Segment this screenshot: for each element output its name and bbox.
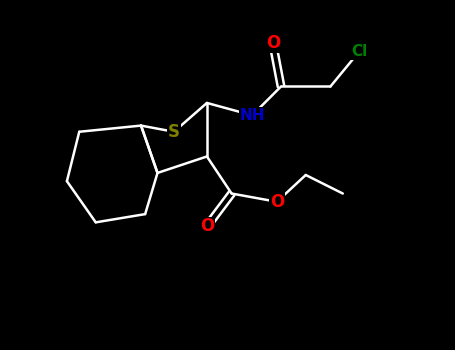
Text: O: O — [200, 217, 214, 236]
Text: S: S — [168, 123, 180, 141]
Text: Cl: Cl — [351, 44, 367, 59]
Text: O: O — [266, 34, 280, 52]
Text: O: O — [270, 193, 284, 211]
Text: NH: NH — [239, 108, 265, 123]
